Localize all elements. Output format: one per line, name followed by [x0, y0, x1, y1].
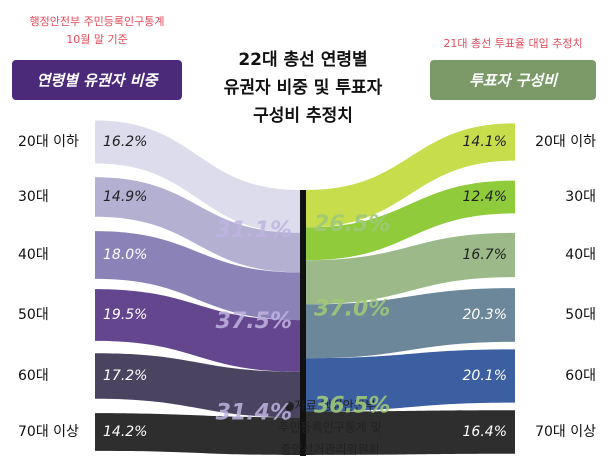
category-label: 20대 이하: [18, 134, 79, 150]
value-label: 12.4%: [463, 189, 507, 205]
value-label: 19.5%: [103, 307, 147, 323]
value-label: 16.7%: [463, 247, 507, 263]
category-label: 40대: [565, 247, 596, 263]
left-header-box: [12, 60, 182, 100]
group-label: 36.5%: [314, 394, 390, 419]
source: 중앙선거관리위원회: [280, 443, 379, 457]
band: [306, 410, 515, 455]
band: [95, 413, 300, 455]
bands: [95, 120, 515, 455]
source: ●자료 행정안전부: [284, 398, 376, 413]
right-header-box: [430, 60, 596, 100]
band: [306, 123, 515, 228]
category-label: 60대: [18, 368, 49, 384]
chart-title: 22대 총선 연령별: [238, 49, 367, 70]
right-header: 투표자 구성비: [469, 72, 559, 90]
value-label: 20.3%: [463, 307, 507, 323]
band: [306, 180, 515, 261]
category-label: 50대: [565, 307, 596, 323]
category-label: 30대: [565, 189, 596, 205]
group-label: 37.5%: [216, 309, 292, 334]
value-label: 17.2%: [103, 368, 147, 384]
band: [95, 231, 300, 321]
band: [95, 120, 300, 233]
center-bar: [300, 190, 306, 456]
group-label: 31.4%: [216, 400, 292, 425]
right-note: 21대 총선 투표율 대입 추정치: [443, 37, 582, 50]
category-label: 60대: [565, 368, 596, 384]
value-label: 18.0%: [103, 247, 147, 263]
left-note: 행정안전부 주민등록인구통계: [29, 15, 164, 28]
category-label: 70대 이상: [18, 424, 79, 440]
band: [306, 232, 515, 305]
group-label: 37.0%: [314, 296, 390, 321]
chart-title: 유권자 비중 및 투표자: [224, 78, 383, 98]
band: [306, 288, 515, 359]
band: [306, 349, 515, 412]
source: 주민등록인구통계 및: [278, 421, 381, 435]
category-label: 40대: [18, 247, 49, 263]
category-label: 50대: [18, 307, 49, 323]
group-label: 26.5%: [314, 212, 390, 237]
value-label: 14.1%: [463, 134, 507, 150]
value-label: 20.1%: [463, 368, 507, 384]
category-label: 30대: [18, 189, 49, 205]
left-note: 10월 말 기준: [66, 33, 127, 46]
group-label: 31.1%: [216, 218, 292, 243]
category-label: 20대 이하: [535, 134, 596, 150]
value-label: 14.2%: [103, 424, 147, 440]
band: [95, 289, 300, 372]
category-label: 70대 이상: [535, 424, 596, 440]
value-label: 16.4%: [463, 424, 507, 440]
band: [95, 177, 300, 273]
value-label: 14.9%: [103, 189, 147, 205]
left-header: 연령별 유권자 비중: [37, 72, 160, 90]
chart-title: 구성비 추정치: [253, 106, 353, 126]
value-label: 16.2%: [103, 134, 147, 150]
band: [95, 353, 300, 418]
